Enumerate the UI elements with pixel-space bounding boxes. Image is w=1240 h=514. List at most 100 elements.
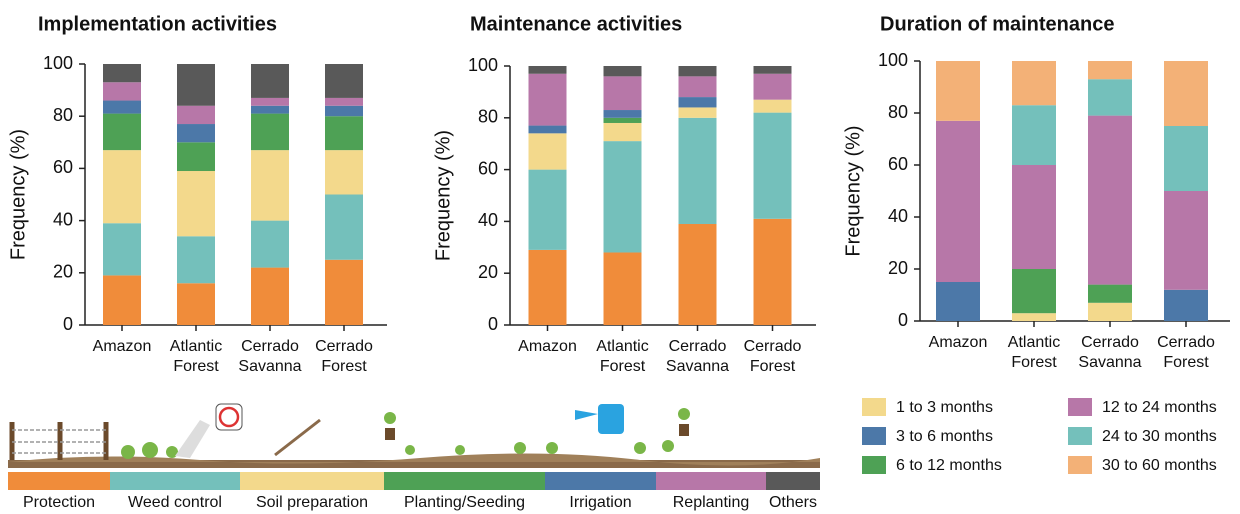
legend-swatch bbox=[862, 427, 886, 445]
bar-segment bbox=[678, 223, 717, 325]
wire bbox=[12, 429, 106, 454]
bar-segment bbox=[251, 64, 289, 98]
legend-label: 1 to 3 months bbox=[896, 399, 993, 416]
x-tick-label: Cerrado Forest bbox=[315, 338, 373, 375]
bar-segment bbox=[1012, 61, 1056, 106]
bar-segment bbox=[678, 66, 717, 77]
y-tick-label: 0 bbox=[63, 314, 73, 334]
y-tick-label: 0 bbox=[488, 314, 498, 334]
bar-segment bbox=[251, 150, 289, 221]
legend-swatch bbox=[384, 472, 545, 490]
bar-segment bbox=[678, 117, 717, 224]
legend-label: Planting/Seeding bbox=[404, 494, 525, 511]
y-axis-label: Frequency (%) bbox=[842, 125, 864, 256]
legend-swatch bbox=[656, 472, 766, 490]
bar-segment bbox=[528, 133, 567, 170]
bar-segment bbox=[936, 61, 980, 121]
bar-segment bbox=[753, 66, 792, 74]
bar-segment bbox=[325, 116, 363, 151]
legend-swatch bbox=[1068, 398, 1092, 416]
bar-segment bbox=[1088, 115, 1132, 285]
bar-segment bbox=[325, 194, 363, 260]
ground bbox=[8, 460, 820, 468]
bar-segment bbox=[603, 141, 642, 253]
y-tick-label: 20 bbox=[53, 262, 73, 282]
bar-segment bbox=[325, 97, 363, 106]
bar-segment bbox=[325, 259, 363, 325]
legend-label: Others bbox=[769, 494, 817, 511]
x-tick-label: Cerrado Savanna bbox=[1078, 334, 1141, 371]
x-tick-label: Atlantic Forest bbox=[1008, 334, 1060, 371]
bar-segment bbox=[603, 122, 642, 142]
bar-segment bbox=[103, 150, 141, 224]
y-tick-label: 80 bbox=[53, 105, 73, 125]
bar-segment bbox=[177, 171, 215, 237]
legend-swatch bbox=[1068, 427, 1092, 445]
y-axis-label: Frequency (%) bbox=[7, 129, 29, 260]
legend-label: Irrigation bbox=[569, 494, 631, 511]
bar-segment bbox=[325, 64, 363, 98]
bar-segment bbox=[103, 64, 141, 83]
bar-segment bbox=[678, 107, 717, 118]
bar-segment bbox=[528, 66, 567, 74]
y-tick-label: 20 bbox=[888, 258, 908, 278]
bar-segment bbox=[528, 73, 567, 126]
x-tick-label: Cerrado Savanna bbox=[238, 338, 301, 375]
y-tick-label: 60 bbox=[888, 154, 908, 174]
y-tick-label: 100 bbox=[468, 55, 498, 75]
legend-swatch bbox=[8, 472, 110, 490]
legend-swatch bbox=[240, 472, 384, 490]
bar-segment bbox=[528, 169, 567, 250]
y-tick-label: 40 bbox=[53, 209, 73, 229]
bar-segment bbox=[1088, 284, 1132, 303]
water-can bbox=[575, 410, 598, 420]
bar-segment bbox=[936, 282, 980, 321]
spray bbox=[175, 420, 210, 458]
bar-segment bbox=[177, 64, 215, 106]
x-tick-label: Cerrado Savanna bbox=[666, 338, 729, 375]
bar-segment bbox=[603, 66, 642, 77]
legend-swatch bbox=[110, 472, 240, 490]
bar-segment bbox=[177, 142, 215, 172]
rake bbox=[274, 418, 321, 457]
water-can bbox=[598, 404, 624, 434]
x-tick-label: Cerrado Forest bbox=[1157, 334, 1215, 371]
bar-segment bbox=[1012, 313, 1056, 321]
bar-segment bbox=[103, 82, 141, 101]
bar-segment bbox=[1164, 191, 1208, 290]
bar-segment bbox=[1012, 105, 1056, 165]
bar-segment bbox=[603, 110, 642, 118]
bar-segment bbox=[325, 105, 363, 117]
y-tick-label: 40 bbox=[888, 206, 908, 226]
legend-label: 30 to 60 months bbox=[1102, 457, 1217, 474]
bar-segment bbox=[103, 100, 141, 114]
chart-title: Implementation activities bbox=[38, 13, 277, 35]
bar-segment bbox=[177, 124, 215, 143]
bar-segment bbox=[325, 150, 363, 195]
y-tick-label: 80 bbox=[478, 107, 498, 127]
x-tick-label: Amazon bbox=[929, 334, 988, 351]
legend-swatch bbox=[766, 472, 820, 490]
bar-segment bbox=[603, 117, 642, 123]
bar-segment bbox=[177, 236, 215, 284]
bar-segment bbox=[251, 105, 289, 114]
bar-segment bbox=[1088, 61, 1132, 80]
legend-label: 24 to 30 months bbox=[1102, 428, 1217, 445]
x-tick-label: Cerrado Forest bbox=[744, 338, 802, 375]
bar-segment bbox=[753, 218, 792, 325]
chart-title: Maintenance activities bbox=[470, 13, 682, 35]
legend-label: Protection bbox=[23, 494, 95, 511]
legend-swatch bbox=[545, 472, 656, 490]
bar-segment bbox=[103, 113, 141, 151]
legend-swatch bbox=[862, 456, 886, 474]
pot bbox=[385, 428, 395, 440]
plants bbox=[121, 408, 690, 459]
y-axis-label: Frequency (%) bbox=[432, 130, 454, 261]
fence bbox=[9, 422, 109, 460]
y-tick-label: 80 bbox=[888, 102, 908, 122]
y-tick-label: 20 bbox=[478, 262, 498, 282]
bar-segment bbox=[177, 283, 215, 325]
legend-label: Weed control bbox=[128, 494, 222, 511]
y-tick-label: 100 bbox=[43, 53, 73, 73]
x-tick-label: Amazon bbox=[93, 338, 152, 355]
